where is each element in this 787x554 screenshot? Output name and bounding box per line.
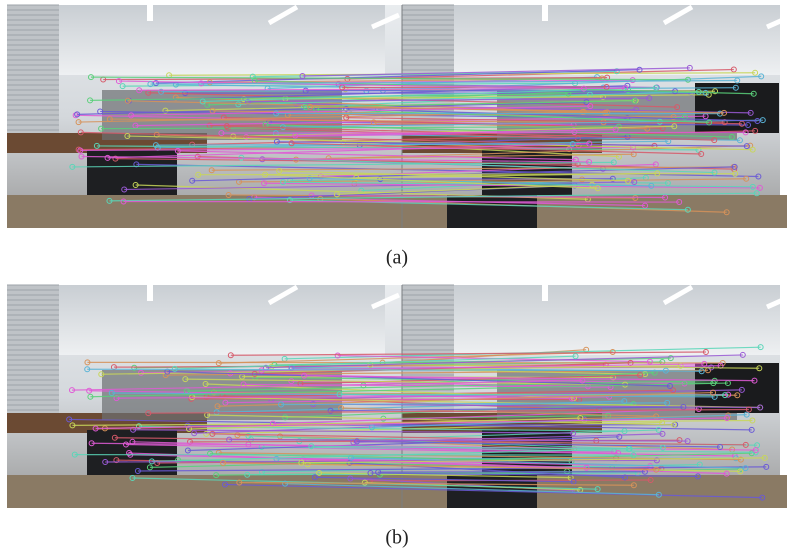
panel-caption: (b)	[385, 527, 408, 549]
panel-caption: (a)	[386, 247, 408, 269]
ceiling	[402, 285, 780, 355]
ceiling	[7, 5, 385, 75]
match-line	[191, 399, 579, 400]
light	[542, 285, 548, 301]
match-image	[7, 5, 787, 228]
light	[147, 285, 153, 301]
cabinet	[447, 195, 537, 228]
match-image	[7, 285, 787, 508]
figure: (a) (b)	[0, 0, 787, 554]
light	[542, 5, 548, 21]
light	[147, 5, 153, 21]
ceiling	[402, 5, 780, 75]
ceiling	[7, 285, 385, 355]
